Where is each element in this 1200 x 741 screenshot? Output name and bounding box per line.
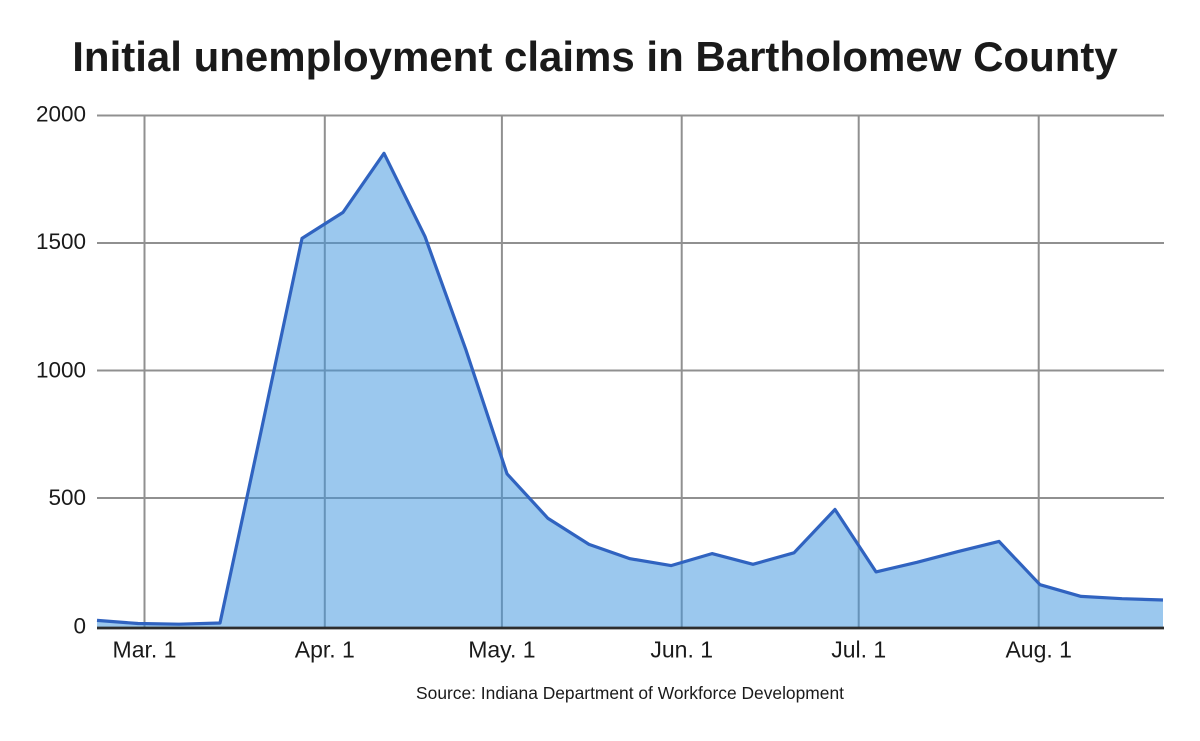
svg-text:2000: 2000 — [36, 102, 86, 127]
svg-text:Aug. 1: Aug. 1 — [1005, 637, 1072, 663]
svg-text:500: 500 — [48, 485, 86, 510]
svg-text:Jun. 1: Jun. 1 — [650, 637, 713, 663]
svg-text:0: 0 — [73, 614, 86, 639]
svg-text:1000: 1000 — [36, 358, 86, 383]
svg-text:May. 1: May. 1 — [468, 637, 535, 663]
svg-text:Apr. 1: Apr. 1 — [295, 637, 355, 663]
svg-text:1500: 1500 — [36, 229, 86, 254]
svg-text:Jul. 1: Jul. 1 — [831, 637, 886, 663]
svg-text:Mar. 1: Mar. 1 — [113, 637, 177, 663]
svg-text:Source: Indiana Department of: Source: Indiana Department of Workforce … — [416, 683, 844, 703]
svg-text:Initial unemployment claims in: Initial unemployment claims in Bartholom… — [72, 33, 1118, 80]
